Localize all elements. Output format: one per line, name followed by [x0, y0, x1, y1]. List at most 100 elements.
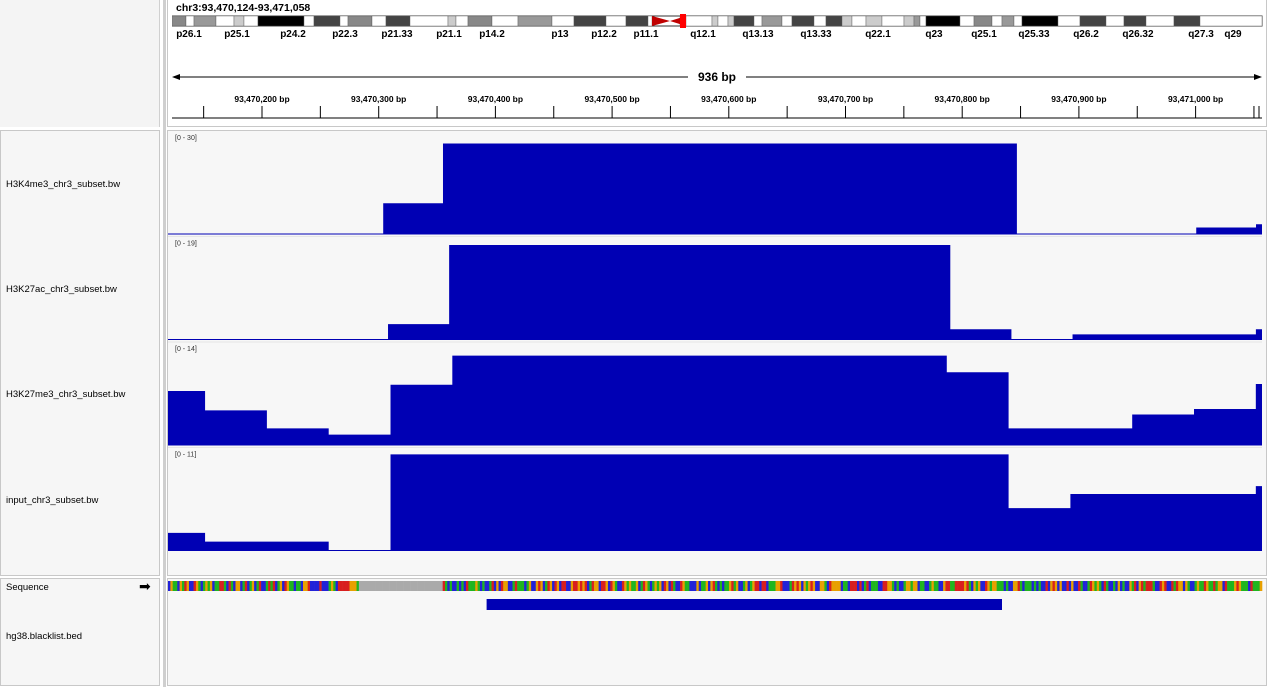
- ruler-tick-label: 93,470,500 bp: [584, 94, 639, 104]
- sequence-base: [728, 581, 732, 591]
- sequence-base: [796, 581, 800, 591]
- sequence-base: [596, 581, 599, 591]
- track-name-h3k27ac[interactable]: H3K27ac_chr3_subset.bw: [6, 284, 117, 295]
- ideogram-band-label: q26.2: [1073, 29, 1099, 40]
- ideogram-band: [973, 15, 993, 27]
- sequence-base: [973, 581, 976, 591]
- sequence-base: [524, 581, 527, 591]
- feature-name-panel: Sequence hg38.blacklist.bed: [0, 578, 160, 686]
- ideogram-band-label: p24.2: [280, 29, 306, 40]
- sequence-base: [1131, 581, 1135, 591]
- sequence-base: [731, 581, 734, 591]
- ruler[interactable]: 936 bp 93,470,200 bp 93,470,300 bp 93,470,4…: [172, 66, 1266, 126]
- sequence-base: [1019, 581, 1023, 591]
- sequence-base: [519, 581, 523, 591]
- sequence-base: [684, 581, 688, 591]
- sequence-base: [451, 581, 455, 591]
- sequence-base: [719, 581, 723, 591]
- sequence-base: [717, 581, 720, 591]
- data-panel[interactable]: [0 - 30] [0 - 19] [0 - 14] [0 - 11]: [167, 130, 1267, 576]
- sequence-base: [568, 581, 571, 591]
- sequence-base: [172, 581, 176, 591]
- ideogram-band: [409, 15, 449, 27]
- sequence-base: [1161, 581, 1165, 591]
- sequence-base: [389, 581, 392, 591]
- feature-panel[interactable]: [167, 578, 1267, 686]
- sequence-base: [417, 581, 420, 591]
- ideogram-band: [303, 15, 315, 27]
- sequence-base: [1127, 581, 1130, 591]
- sequence-base: [428, 581, 432, 591]
- sequence-base: [186, 581, 190, 591]
- sequence-base: [740, 581, 744, 591]
- sequence-base: [1231, 581, 1235, 591]
- signal-tracks[interactable]: [0 - 30] [0 - 19] [0 - 14] [0 - 11]: [168, 131, 1266, 575]
- track-name-h3k4me3[interactable]: H3K4me3_chr3_subset.bw: [6, 179, 121, 190]
- sequence-base: [228, 581, 232, 591]
- blacklist-track-name[interactable]: hg38.blacklist.bed: [6, 631, 83, 642]
- sequence-base: [938, 581, 942, 591]
- sequence-base: [1103, 581, 1107, 591]
- sequence-base: [477, 581, 481, 591]
- name-panel-divider[interactable]: [163, 0, 166, 687]
- sequence-base: [989, 581, 993, 591]
- sequence-base: [1087, 581, 1091, 591]
- sequence-base: [1222, 581, 1226, 591]
- track-name-h3k27me3[interactable]: H3K27me3_chr3_subset.bw: [6, 389, 126, 400]
- sequence-base: [1168, 581, 1172, 591]
- sequence-base: [181, 581, 185, 591]
- sequence-base: [328, 581, 332, 591]
- sequence-base: [254, 581, 257, 591]
- sequence-base: [570, 581, 574, 591]
- sequence-base: [370, 581, 374, 591]
- sequence-base: [605, 581, 609, 591]
- ideogram-band: [491, 15, 519, 27]
- sequence-base: [440, 581, 443, 591]
- sequence-base: [826, 581, 830, 591]
- sequence-base: [1152, 581, 1156, 591]
- sequence-base: [1236, 581, 1240, 591]
- sequence-base: [498, 581, 502, 591]
- sequence-base: [647, 581, 651, 591]
- sequence-base: [1220, 581, 1223, 591]
- sequence-base: [656, 581, 660, 591]
- ideogram-band: [791, 15, 815, 27]
- sequence-base: [798, 581, 802, 591]
- track-data-range: [0 - 14]: [175, 346, 197, 353]
- ideogram-band: [243, 15, 259, 27]
- track-data-range: [0 - 19]: [175, 241, 197, 248]
- sequence-base: [368, 581, 371, 591]
- sequence-base: [286, 581, 290, 591]
- ideogram-band: [1021, 15, 1059, 27]
- sequence-base: [805, 581, 809, 591]
- sequence-base: [1203, 581, 1207, 591]
- sequence-base: [708, 581, 711, 591]
- sequence-base: [517, 581, 520, 591]
- sequence-base: [1173, 581, 1177, 591]
- sequence-base: [691, 581, 695, 591]
- sequence-base: [365, 581, 369, 591]
- sequence-track-name[interactable]: Sequence: [6, 582, 49, 593]
- sequence-strand-arrow-icon[interactable]: ➡: [139, 578, 151, 594]
- chromosome-ideogram[interactable]: p26.1 p25.1 p24.2 p22.3 p21.33 p21.1 p14.2 p13 p…: [172, 14, 1266, 44]
- ideogram-band: [1145, 15, 1175, 27]
- sequence-base: [1059, 581, 1063, 591]
- ideogram-band: [1079, 15, 1107, 27]
- sequence-base: [1096, 581, 1100, 591]
- sequence-base: [682, 581, 686, 591]
- track-name-input[interactable]: input_chr3_subset.bw: [6, 495, 99, 506]
- sequence-base: [470, 581, 474, 591]
- ideogram-band: [903, 15, 915, 27]
- feature-tracks[interactable]: [168, 579, 1266, 685]
- sequence-base: [531, 581, 534, 591]
- sequence-base: [354, 581, 357, 591]
- ideogram-band: [781, 15, 793, 27]
- sequence-base: [910, 581, 914, 591]
- sequence-base: [1075, 581, 1079, 591]
- ideogram-band-label: p11.1: [633, 29, 658, 40]
- sequence-base: [810, 581, 814, 591]
- sequence-base: [258, 581, 262, 591]
- sequence-base: [384, 581, 388, 591]
- ideogram-band-label: q23: [925, 29, 943, 40]
- ideogram-band: [467, 15, 493, 27]
